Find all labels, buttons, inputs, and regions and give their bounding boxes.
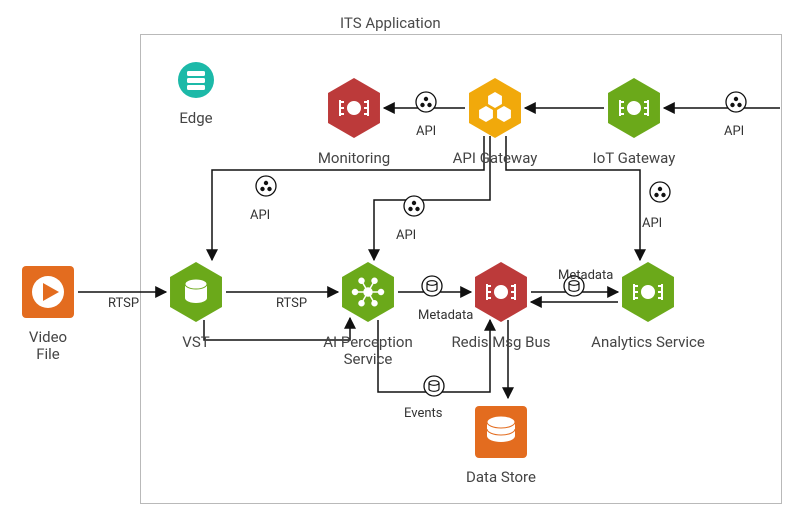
edge-label-events: Events <box>404 406 442 421</box>
edge-badge-api_vst <box>256 176 276 196</box>
edge-label-api_ai: API <box>396 228 416 243</box>
node-video-file: VideoFile <box>0 265 96 364</box>
node-data-store: Data Store <box>453 405 549 486</box>
edge-label-api_mon: API <box>416 124 436 139</box>
server-icon <box>176 60 216 100</box>
edge-label-api_anly: API <box>642 216 662 231</box>
node-label: VideoFile <box>0 329 96 364</box>
node-label: AI PerceptionService <box>308 334 428 369</box>
node-label: Edge <box>166 110 226 127</box>
node-vst: VST <box>136 260 256 351</box>
network-icon <box>308 260 428 324</box>
node-label: VST <box>136 334 256 351</box>
gear-brackets-icon <box>574 76 694 140</box>
node-label: Redis Msg Bus <box>441 334 561 351</box>
node-label: Analytics Service <box>588 334 708 351</box>
edge-badge-api_mon <box>416 92 436 112</box>
node-edge: Edge <box>166 60 226 127</box>
db-icon <box>474 405 528 459</box>
node-ai-service: AI PerceptionService <box>308 260 428 369</box>
play-icon <box>21 265 75 319</box>
node-label: Monitoring <box>294 150 414 167</box>
edge-label-api_vst: API <box>250 208 270 223</box>
db-icon <box>136 260 256 324</box>
edge-label-meta1: Metadata <box>418 308 473 323</box>
node-label: Data Store <box>453 469 549 486</box>
edge-badge-api_anly <box>650 182 670 202</box>
node-api-gateway: API Gateway <box>435 76 555 167</box>
edge-badge-api_ai <box>404 196 424 216</box>
cluster-icon <box>435 76 555 140</box>
diagram-stage: { "type": "flowchart", "canvas": { "widt… <box>0 0 808 528</box>
node-label: IoT Gateway <box>574 150 694 167</box>
node-iot-gateway: IoT Gateway <box>574 76 694 167</box>
edge-label-meta2: Metadata <box>558 268 613 283</box>
node-label: API Gateway <box>435 150 555 167</box>
edge-label-ext_iot: API <box>724 124 744 139</box>
edge-label-rtsp2: RTSP <box>276 296 307 311</box>
edge-label-rtsp1: RTSP <box>108 296 139 311</box>
edge-badge-events <box>424 376 444 396</box>
gear-brackets-icon <box>294 76 414 140</box>
edge-badge-ext_iot <box>726 92 746 112</box>
node-monitoring: Monitoring <box>294 76 414 167</box>
node-redis: Redis Msg Bus <box>441 260 561 351</box>
